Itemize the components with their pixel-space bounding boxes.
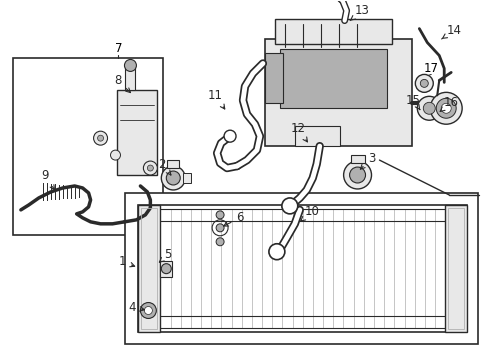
Bar <box>125 66 135 90</box>
Text: 16: 16 <box>439 96 458 112</box>
Circle shape <box>268 244 285 260</box>
Circle shape <box>110 150 120 160</box>
Bar <box>447 208 463 329</box>
Bar <box>138 205 160 332</box>
Circle shape <box>93 131 107 145</box>
Circle shape <box>166 171 180 185</box>
Text: 17: 17 <box>423 62 438 75</box>
Text: 15: 15 <box>405 94 420 110</box>
Bar <box>117 90 157 175</box>
Circle shape <box>161 166 185 190</box>
Circle shape <box>140 302 156 319</box>
Bar <box>125 193 477 345</box>
Circle shape <box>435 98 455 118</box>
Bar <box>167 160 179 168</box>
Circle shape <box>420 80 427 87</box>
Text: 2: 2 <box>158 158 170 175</box>
Bar <box>264 39 411 146</box>
Circle shape <box>281 198 297 214</box>
Text: 10: 10 <box>300 205 319 221</box>
Bar <box>141 208 157 329</box>
Circle shape <box>161 264 171 274</box>
Text: 5: 5 <box>159 248 172 262</box>
Bar <box>279 49 386 108</box>
Text: 13: 13 <box>349 4 369 21</box>
Text: 11: 11 <box>207 89 224 109</box>
Text: 12: 12 <box>290 122 307 142</box>
Bar <box>350 155 364 163</box>
Text: 8: 8 <box>114 74 130 93</box>
Circle shape <box>216 211 224 219</box>
Circle shape <box>423 102 434 114</box>
Bar <box>13 58 163 235</box>
Circle shape <box>429 92 461 124</box>
Bar <box>444 205 466 332</box>
Circle shape <box>147 165 153 171</box>
Circle shape <box>144 306 152 315</box>
Circle shape <box>224 130 236 142</box>
Circle shape <box>440 103 450 113</box>
Bar <box>160 261 172 276</box>
Circle shape <box>143 161 157 175</box>
Circle shape <box>98 135 103 141</box>
Text: 4: 4 <box>128 301 144 314</box>
Circle shape <box>414 75 432 92</box>
Circle shape <box>124 59 136 71</box>
Text: 9: 9 <box>41 168 54 190</box>
Text: 7: 7 <box>115 42 122 55</box>
Circle shape <box>216 224 224 232</box>
Circle shape <box>416 96 440 120</box>
Text: 6: 6 <box>223 211 244 226</box>
Text: 14: 14 <box>441 24 461 39</box>
Text: 1: 1 <box>119 255 134 268</box>
Text: 3: 3 <box>360 152 374 169</box>
Bar <box>294 126 339 146</box>
Circle shape <box>216 238 224 246</box>
Bar <box>264 54 282 103</box>
Bar <box>183 173 191 183</box>
Circle shape <box>343 161 371 189</box>
Circle shape <box>349 167 365 183</box>
Bar <box>138 205 466 332</box>
Bar <box>274 19 392 44</box>
